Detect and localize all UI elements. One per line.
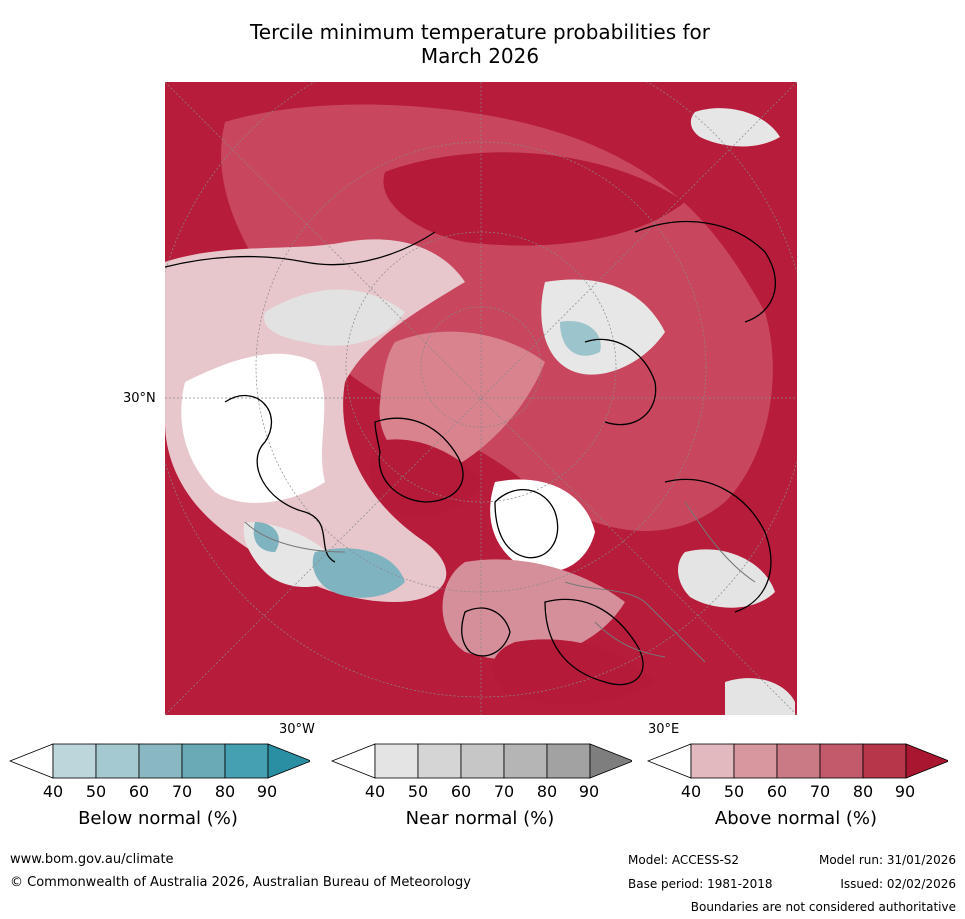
region-strong-above-mediterranean bbox=[492, 639, 655, 705]
colorbar-tick: 90 bbox=[894, 782, 916, 801]
website-link[interactable]: www.bom.gov.au/climate bbox=[10, 852, 174, 867]
colorbar-bin bbox=[181, 743, 226, 779]
colorbar-high-end bbox=[905, 743, 948, 779]
colorbar-near-normal-swatches bbox=[330, 743, 632, 779]
latitude-label-30n: 30°N bbox=[123, 391, 156, 406]
colorbar-tick: 60 bbox=[766, 782, 788, 801]
coastlines bbox=[165, 221, 776, 686]
colorbar-tick: 70 bbox=[809, 782, 831, 801]
colorbar-bin bbox=[776, 743, 821, 779]
graticule bbox=[165, 82, 797, 715]
longitude-label-30w: 30°W bbox=[279, 722, 315, 737]
region-near-normal-scandinavia bbox=[490, 479, 595, 572]
colorbar-high-end bbox=[267, 743, 310, 779]
colorbar-bin bbox=[374, 743, 419, 779]
longitude-label-30e: 30°E bbox=[648, 722, 680, 737]
region-strong-above-greenland bbox=[370, 439, 485, 516]
region-below-normal-atlantic bbox=[312, 548, 405, 598]
map-title: Tercile minimum temperature probabilitie… bbox=[160, 20, 800, 68]
colorbar-bin bbox=[862, 743, 907, 779]
colorbar-tick: 90 bbox=[578, 782, 600, 801]
colorbar-tick: 80 bbox=[852, 782, 874, 801]
colorbar-bin bbox=[690, 743, 735, 779]
colorbar-tick: 50 bbox=[85, 782, 107, 801]
colorbar-bin bbox=[224, 743, 269, 779]
colorbar-above-normal: 40 50 60 70 80 90 Above normal (%) bbox=[646, 742, 948, 842]
base-period: Base period: 1981-2018 bbox=[628, 877, 773, 891]
colorbar-bin bbox=[417, 743, 462, 779]
colorbar-near-normal-ticks: 40 50 60 70 80 90 bbox=[330, 782, 630, 802]
colorbar-bin bbox=[546, 743, 591, 779]
region-near-normal-asia bbox=[678, 549, 775, 608]
colorbar-low-end bbox=[8, 743, 54, 779]
colorbar-tick: 80 bbox=[536, 782, 558, 801]
model-run-date: Model run: 31/01/2026 bbox=[818, 853, 956, 867]
colorbar-bin bbox=[503, 743, 548, 779]
colorbar-tick: 70 bbox=[493, 782, 515, 801]
colorbar-bin bbox=[138, 743, 183, 779]
colorbar-below-normal-ticks: 40 50 60 70 80 90 bbox=[8, 782, 308, 802]
region-below-normal-siberia bbox=[560, 321, 601, 356]
region-above-europe bbox=[442, 559, 625, 660]
colorbar-bin bbox=[52, 743, 97, 779]
boundaries-disclaimer: Boundaries are not considered authoritat… bbox=[690, 900, 956, 914]
issued-date: Issued: 02/02/2026 bbox=[840, 877, 956, 891]
model-name: Model: ACCESS-S2 bbox=[628, 853, 740, 867]
colorbar-low-end bbox=[330, 743, 376, 779]
colorbar-bin bbox=[733, 743, 778, 779]
colorbar-below-normal-swatches bbox=[8, 743, 310, 779]
colorbar-tick: 60 bbox=[450, 782, 472, 801]
colorbar-bin bbox=[460, 743, 505, 779]
colorbar-tick: 50 bbox=[407, 782, 429, 801]
colorbar-above-normal-ticks: 40 50 60 70 80 90 bbox=[646, 782, 946, 802]
colorbar-above-normal-swatches bbox=[646, 743, 948, 779]
copyright-text: © Commonwealth of Australia 2026, Austra… bbox=[10, 875, 471, 890]
colorbar-high-end bbox=[589, 743, 632, 779]
colorbar-tick: 60 bbox=[128, 782, 150, 801]
country-borders bbox=[244, 501, 756, 663]
colorbar-tick: 80 bbox=[214, 782, 236, 801]
colorbar-tick: 40 bbox=[680, 782, 702, 801]
probability-map bbox=[165, 82, 797, 715]
region-near-normal-canada bbox=[181, 353, 325, 503]
map-graphic bbox=[165, 82, 797, 715]
region-near-normal-pacific bbox=[690, 108, 780, 147]
title-line-2: March 2026 bbox=[420, 44, 540, 68]
colorbar-tick: 40 bbox=[42, 782, 64, 801]
colorbar-bin bbox=[819, 743, 864, 779]
colorbar-bin bbox=[95, 743, 140, 779]
colorbar-below-normal: 40 50 60 70 80 90 Below normal (%) bbox=[8, 742, 310, 842]
colorbar-tick: 70 bbox=[171, 782, 193, 801]
title-line-1: Tercile minimum temperature probabilitie… bbox=[249, 20, 711, 44]
region-near-normal-alaska bbox=[264, 289, 405, 346]
colorbar-above-normal-label: Above normal (%) bbox=[714, 808, 878, 829]
region-near-normal-southasia bbox=[725, 678, 795, 715]
colorbar-below-normal-label: Below normal (%) bbox=[78, 808, 238, 829]
colorbar-tick: 90 bbox=[256, 782, 278, 801]
colorbar-low-end bbox=[646, 743, 692, 779]
colorbar-tick: 50 bbox=[723, 782, 745, 801]
colorbar-near-normal-label: Near normal (%) bbox=[405, 808, 555, 829]
region-strong-above-arctic bbox=[383, 152, 685, 246]
colorbar-near-normal: 40 50 60 70 80 90 Near normal (%) bbox=[330, 742, 632, 842]
colorbar-tick: 40 bbox=[364, 782, 386, 801]
